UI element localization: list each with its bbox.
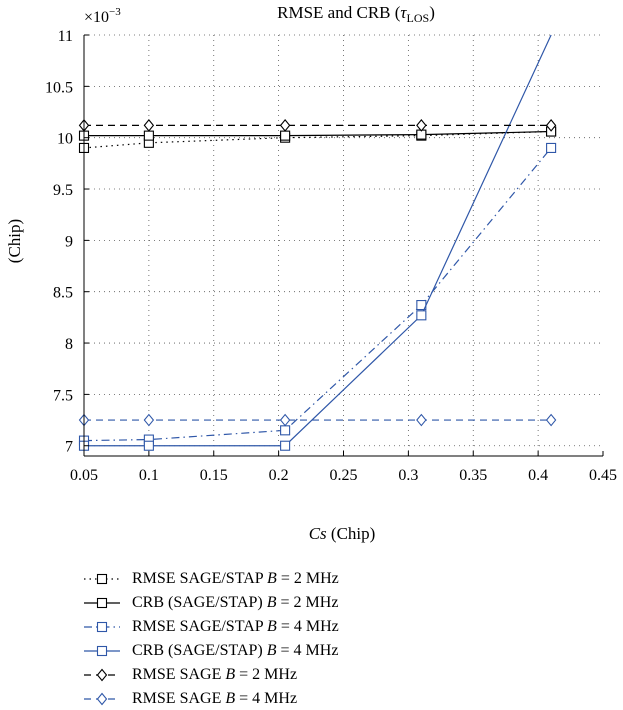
y-tick-label: 10.5 <box>45 79 73 96</box>
legend-marker <box>96 573 108 585</box>
chart-title: RMSE and CRB (τLOS) <box>277 3 435 25</box>
data-point <box>280 440 291 451</box>
legend-label: RMSE SAGE/STAP B = 4 MHz <box>132 618 339 635</box>
grid <box>84 34 603 456</box>
y-axis-label: (Chip) <box>5 219 24 263</box>
legend-swatch <box>84 668 120 682</box>
series-layer <box>78 34 557 451</box>
legend-item: CRB (SAGE/STAP) B = 2 MHz <box>82 592 338 614</box>
legend-swatch <box>84 621 120 633</box>
legend-swatch <box>84 597 120 609</box>
legend-swatch <box>84 692 120 706</box>
x-tick-label: 0.25 <box>330 467 358 484</box>
x-tick-label: 0.45 <box>589 467 617 484</box>
y-tick-label: 10 <box>57 131 73 148</box>
data-point <box>143 118 155 132</box>
series-line <box>84 130 552 137</box>
data-point <box>279 118 291 132</box>
data-point <box>416 118 427 132</box>
legend-marker <box>96 692 108 706</box>
x-tick-label: 0.15 <box>200 467 228 484</box>
data-point <box>545 413 557 427</box>
y-tick-label: 7.5 <box>53 387 73 404</box>
legend-label: RMSE SAGE B = 4 MHz <box>132 690 298 707</box>
data-point <box>143 130 154 141</box>
series-line <box>83 130 552 149</box>
data-point <box>143 440 154 451</box>
x-tick-label: 0.35 <box>459 467 487 484</box>
legend-swatch <box>84 573 120 585</box>
data-point <box>416 310 427 321</box>
data-point <box>545 118 557 132</box>
series-4 <box>78 34 552 451</box>
legend-item: RMSE SAGE/STAP B = 2 MHz <box>82 568 339 590</box>
legend-item: RMSE SAGE/STAP B = 4 MHz <box>82 616 339 638</box>
y-tick-label: 7 <box>65 439 73 456</box>
legend-swatch <box>84 645 120 657</box>
legend-label: CRB (SAGE/STAP) B = 2 MHz <box>132 594 339 611</box>
x-tick-label: 0.4 <box>528 467 548 484</box>
x-axis-label: Cs (Chip) <box>309 524 376 543</box>
y-tick-label: 9.5 <box>53 182 73 199</box>
axes <box>83 34 604 457</box>
legend-marker <box>96 668 108 682</box>
data-point <box>143 413 155 427</box>
x-tick-label: 0.2 <box>269 467 289 484</box>
x-tick-label: 0.3 <box>398 467 418 484</box>
legend-item: RMSE SAGE B = 2 MHz <box>82 664 297 686</box>
y-multiplier: ×10−3 <box>84 6 121 26</box>
data-point <box>280 130 291 141</box>
y-tick-label: 8 <box>65 336 73 353</box>
x-tick-label: 0.1 <box>139 467 159 484</box>
legend-marker <box>96 645 108 657</box>
y-tick-label: 11 <box>58 28 73 45</box>
data-point <box>280 425 291 436</box>
x-tick-label: 0.05 <box>70 467 98 484</box>
data-point <box>416 413 427 427</box>
data-point <box>279 413 291 427</box>
series-6 <box>78 413 557 427</box>
legend-label: RMSE SAGE/STAP B = 2 MHz <box>132 570 339 587</box>
tick-labels: 0.05 0.1 0.15 0.2 0.25 0.3 0.35 0.4 0.45 7 7.5 8 8.5… <box>45 28 617 484</box>
legend-label: CRB (SAGE/STAP) B = 4 MHz <box>132 642 339 659</box>
legend-item: CRB (SAGE/STAP) B = 4 MHz <box>82 640 338 662</box>
y-tick-label: 8.5 <box>53 285 73 302</box>
legend-label: RMSE SAGE B = 2 MHz <box>132 666 298 683</box>
y-tick-label: 9 <box>65 233 73 250</box>
legend-marker <box>96 621 108 633</box>
data-point <box>546 142 557 154</box>
series-5 <box>78 118 557 132</box>
legend-item: RMSE SAGE B = 4 MHz <box>82 688 297 710</box>
legend-marker <box>96 597 108 609</box>
series-line <box>83 147 552 442</box>
